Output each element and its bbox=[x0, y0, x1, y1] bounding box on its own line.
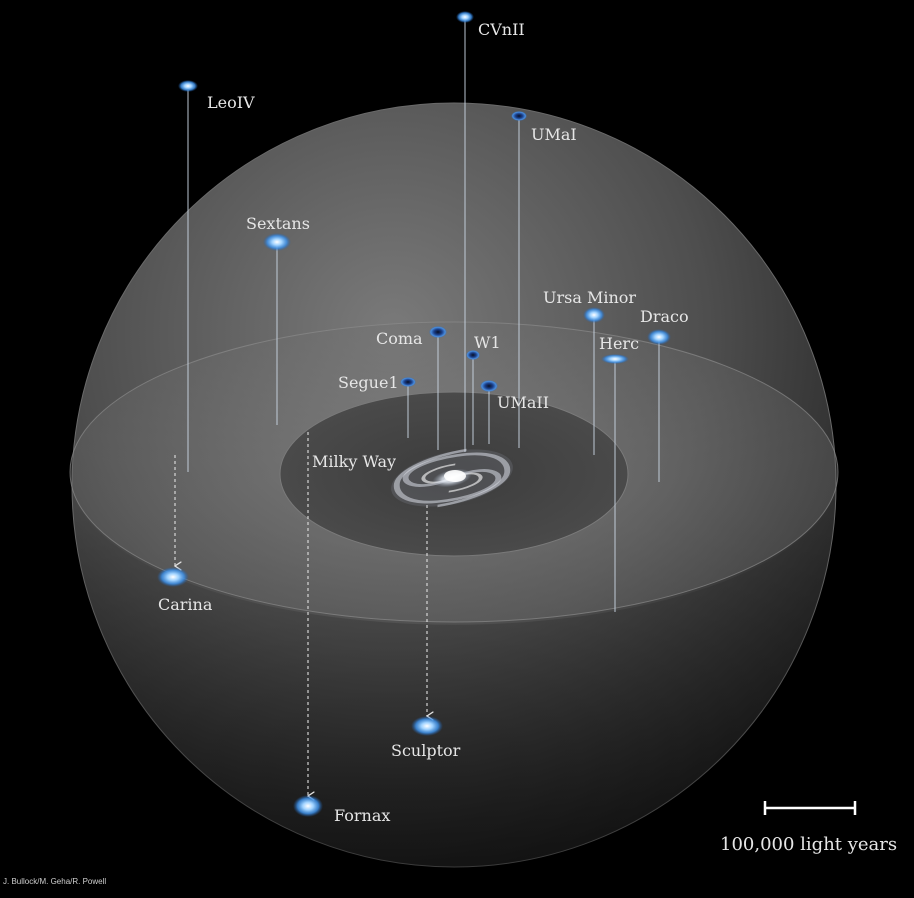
fornax-icon bbox=[293, 795, 323, 817]
label-herc: Herc bbox=[599, 334, 639, 353]
sculptor-icon bbox=[411, 716, 443, 736]
scale-bar-label: 100,000 light years bbox=[720, 834, 897, 855]
dashed-arrows bbox=[175, 432, 427, 796]
segue1-icon bbox=[400, 377, 416, 387]
umaii-icon bbox=[480, 380, 498, 392]
label-w1: W1 bbox=[474, 333, 501, 352]
ursa-minor-icon bbox=[583, 307, 605, 323]
leoiv-icon bbox=[178, 80, 198, 92]
sextans-icon bbox=[263, 233, 291, 251]
label-coma: Coma bbox=[376, 329, 423, 348]
label-ursa-minor: Ursa Minor bbox=[543, 288, 636, 307]
label-cvnii: CVnII bbox=[478, 20, 525, 39]
label-umaii: UMaII bbox=[497, 393, 549, 412]
label-fornax: Fornax bbox=[334, 806, 390, 825]
herc-icon bbox=[601, 354, 629, 364]
carina-icon bbox=[157, 567, 189, 587]
label-carina: Carina bbox=[158, 595, 213, 614]
label-sextans: Sextans bbox=[246, 214, 310, 233]
umai-icon bbox=[511, 111, 527, 121]
label-segue1: Segue1 bbox=[338, 373, 399, 392]
draco-icon bbox=[647, 329, 671, 345]
coma-icon bbox=[429, 326, 447, 338]
label-milky-way: Milky Way bbox=[312, 452, 396, 471]
drop-lines bbox=[187, 20, 660, 612]
label-draco: Draco bbox=[640, 307, 689, 326]
cvnii-icon bbox=[456, 11, 474, 23]
label-sculptor: Sculptor bbox=[391, 741, 461, 760]
w1-icon bbox=[466, 350, 480, 360]
label-umai: UMaI bbox=[531, 125, 577, 144]
image-credit: J. Bullock/M. Geha/R. Powell bbox=[3, 877, 106, 886]
scale-bar bbox=[763, 801, 857, 815]
lower-sphere-shading bbox=[72, 490, 836, 872]
milky-way-core bbox=[444, 470, 466, 482]
galaxy-icons bbox=[157, 11, 671, 817]
label-leoiv: LeoIV bbox=[207, 93, 255, 112]
galaxy-labels: CVnII LeoIV UMaI Sextans Ursa Minor Drac… bbox=[158, 20, 689, 825]
